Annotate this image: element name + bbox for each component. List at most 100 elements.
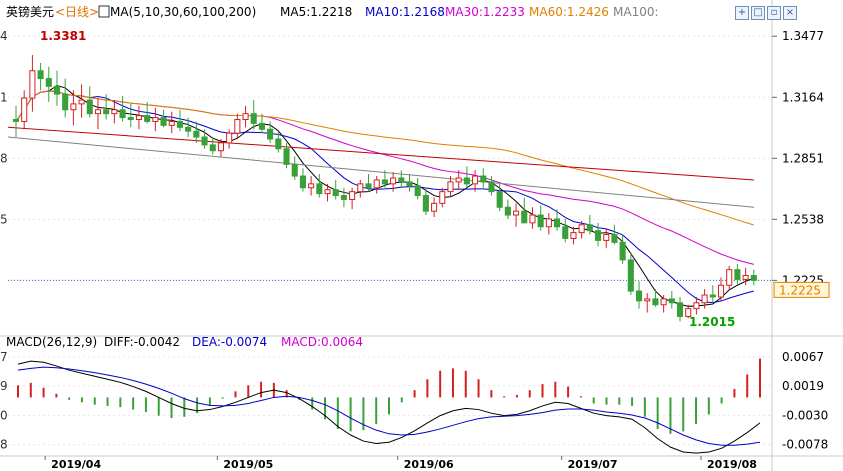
bull-candle [660,298,667,306]
bear-candle [381,179,388,185]
ma100-value: MA100: [613,5,659,19]
bear-candle [37,70,44,80]
bear-candle [201,136,208,146]
price-tick-label: 1.2538 [782,212,824,226]
price-tick-label: 1.3164 [782,90,824,104]
bull-candle [472,175,479,185]
bear-candle [627,259,634,292]
bear-candle [676,302,684,317]
macd-tick-label: -0.0030 [782,409,828,423]
bear-candle [103,109,110,115]
bull-candle [29,70,36,99]
indicator-toggle-icon[interactable] [98,5,110,18]
macd-diff-line [17,360,761,454]
macd-dea-value: DEA:-0.0074 [192,335,267,349]
moving-average-layer [7,85,755,307]
bear-candle [586,224,593,232]
ma30-value: MA30:1.2233 [445,5,525,19]
ma60-line [15,90,754,226]
axis-layer: 1.347741.316411.285181.253851.22251.2225… [0,29,830,471]
bull-candle [693,302,700,310]
date-tick-label: 2019/08 [707,458,757,471]
bear-candle [250,113,257,124]
bear-candle [86,99,93,115]
bull-candle [742,275,749,280]
bull-candle [70,103,77,111]
bear-candle [176,120,183,128]
macd-macd-value: MACD:0.0064 [281,335,363,349]
ma5-line [15,85,754,307]
bear-candle [619,241,626,261]
macd-layer [17,358,761,454]
bear-candle [267,128,274,140]
restore-icon[interactable]: ▫ [767,6,781,20]
bear-candle [340,195,347,200]
bear-candle [144,115,151,122]
maximize-icon[interactable]: □ [751,6,765,20]
bull-candle [78,99,85,105]
bull-candle [529,214,536,224]
bear-candle [127,117,134,121]
bull-candle [644,298,651,302]
bear-candle [554,218,561,228]
macd-params: MACD(26,12,9) [6,335,97,349]
current-price-label: 1.2225 [779,283,821,297]
close-icon[interactable]: × [783,6,797,20]
bull-candle [234,119,241,134]
bear-candle [398,177,405,183]
bull-candle [701,294,708,304]
bear-candle [611,234,618,243]
ma10-value: MA10:1.2168 [365,5,445,19]
bull-candle [431,202,438,212]
bull-candle [349,191,356,200]
price-tick-label: 1.3477 [782,29,824,43]
macd-tick-label: 0.0067 [782,350,824,364]
bear-candle [652,298,659,306]
bear-candle [291,163,298,177]
bear-candle [193,130,200,138]
bear-candle [45,78,52,87]
bear-candle [283,148,290,165]
bull-candle [111,109,118,115]
bear-candle [299,175,306,189]
bear-candle [365,183,372,189]
low-annotation: 1.2015 [689,315,735,329]
bear-candle [406,181,413,187]
date-tick-label: 2019/04 [51,458,101,471]
bull-candle [324,189,331,195]
high-annotation: 1.3381 [40,29,86,43]
clipped-axis-label: 1 [0,90,8,104]
bull-candle [390,177,397,185]
macd-diff-value: DIFF:-0.0042 [104,335,180,349]
crosshair-icon[interactable]: + [735,6,749,20]
bull-candle [135,115,143,120]
bear-candle [209,144,216,152]
bull-candle [373,179,380,189]
clipped-axis-label: 7 [0,350,8,364]
ma-params: MA(5,10,30,60,100,200) [110,5,256,19]
bull-candle [152,117,159,122]
bear-candle [635,290,643,302]
date-tick-label: 2019/07 [568,458,618,471]
bear-candle [316,183,323,195]
bear-candle [668,298,675,304]
period-label: <日线> [55,5,99,19]
ma100-line [7,136,755,208]
bull-candle [447,181,454,193]
ma5-value: MA5:1.2218 [280,5,352,19]
ma200-line [7,126,755,181]
bear-candle [709,294,716,298]
bull-candle [226,132,233,144]
bull-candle [94,109,102,115]
candlestick-layer[interactable] [12,54,757,322]
price-tick-label: 1.2851 [782,151,824,165]
bull-candle [439,191,446,204]
bull-candle [545,218,552,228]
bear-candle [12,119,20,122]
bear-candle [750,275,757,281]
bear-candle [414,185,421,197]
bear-candle [258,122,265,130]
bull-candle [357,183,364,193]
